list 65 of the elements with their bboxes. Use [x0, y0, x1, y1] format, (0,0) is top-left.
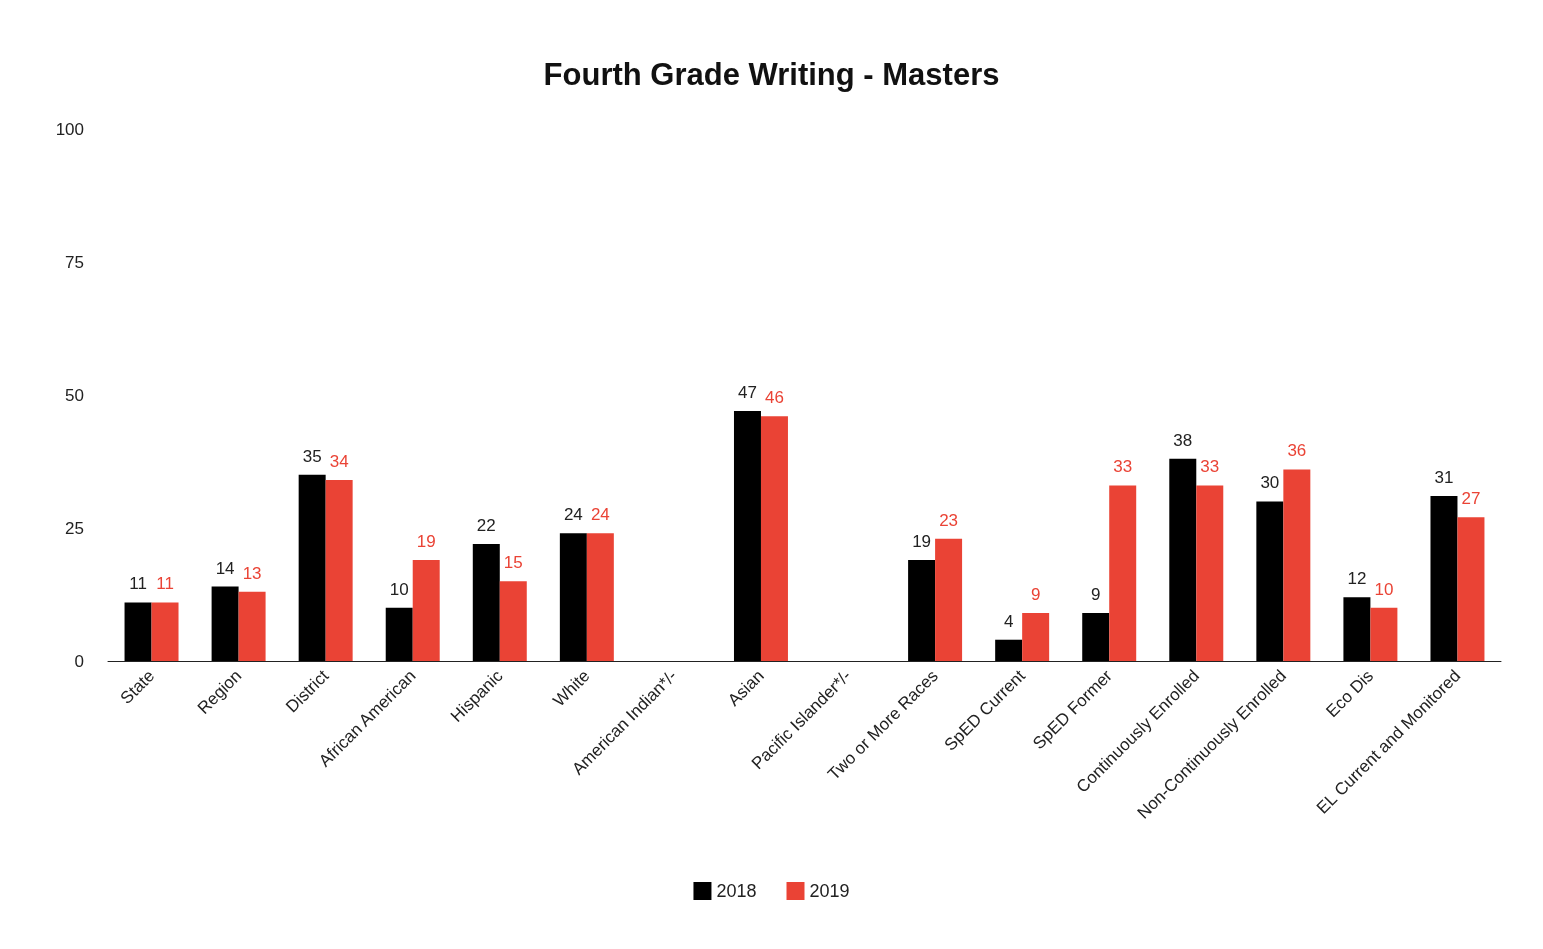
legend-label: 2018	[716, 881, 757, 901]
bar	[1457, 517, 1485, 661]
data-label: 19	[912, 531, 932, 551]
data-label: 10	[389, 579, 409, 599]
data-label: 4	[1003, 611, 1014, 631]
y-tick-label: 0	[74, 651, 84, 671]
chart-title: Fourth Grade Writing - Masters	[543, 57, 1000, 92]
bar	[385, 607, 413, 661]
bar	[1343, 597, 1371, 661]
bar	[211, 586, 239, 661]
data-label: 47	[738, 382, 757, 402]
legend-label: 2019	[809, 881, 850, 901]
data-label: 15	[503, 553, 523, 573]
data-label: 14	[215, 558, 235, 578]
bar	[908, 559, 936, 661]
bar	[1022, 613, 1050, 661]
bar	[412, 559, 440, 661]
data-label: 12	[1347, 569, 1367, 589]
data-label: 19	[416, 531, 436, 551]
bar	[238, 591, 266, 661]
bar	[760, 416, 788, 661]
bar	[1082, 613, 1110, 661]
bar	[733, 410, 761, 661]
data-label: 11	[156, 574, 174, 594]
data-label: 35	[302, 446, 322, 466]
bar	[935, 538, 963, 661]
data-label: 13	[242, 563, 262, 583]
y-tick-label: 75	[65, 252, 84, 272]
bar	[559, 533, 587, 661]
bar	[472, 543, 500, 661]
bar	[151, 602, 179, 661]
bar	[1169, 458, 1197, 661]
bar	[124, 602, 152, 661]
bar	[499, 581, 527, 661]
bar	[1109, 485, 1137, 661]
x-tick-label: Eco Dis	[1322, 666, 1378, 722]
data-label: 34	[329, 452, 349, 472]
bar	[1256, 501, 1284, 661]
data-label: 11	[129, 574, 147, 594]
bar	[1430, 496, 1458, 661]
data-label: 27	[1461, 489, 1481, 509]
data-label: 46	[765, 388, 784, 408]
data-label: 38	[1173, 430, 1193, 450]
data-label: 31	[1434, 468, 1454, 488]
bar	[586, 533, 614, 661]
data-label: 33	[1113, 457, 1133, 477]
bar	[1283, 469, 1311, 661]
bar	[1370, 607, 1398, 661]
data-label: 9	[1090, 585, 1101, 605]
data-label: 9	[1030, 585, 1041, 605]
data-label: 24	[563, 505, 583, 525]
data-label: 10	[1374, 579, 1394, 599]
data-label: 22	[476, 515, 496, 535]
bar	[1196, 485, 1224, 661]
y-tick-label: 25	[65, 518, 84, 538]
data-label: 30	[1260, 473, 1280, 493]
data-label: 36	[1287, 441, 1307, 461]
bar	[325, 480, 353, 661]
y-tick-label: 50	[65, 385, 84, 405]
bar	[995, 639, 1023, 661]
y-tick-label: 100	[55, 119, 84, 139]
data-label: 24	[590, 505, 610, 525]
data-label: 23	[939, 510, 959, 530]
bar	[298, 474, 326, 661]
data-label: 33	[1200, 457, 1220, 477]
